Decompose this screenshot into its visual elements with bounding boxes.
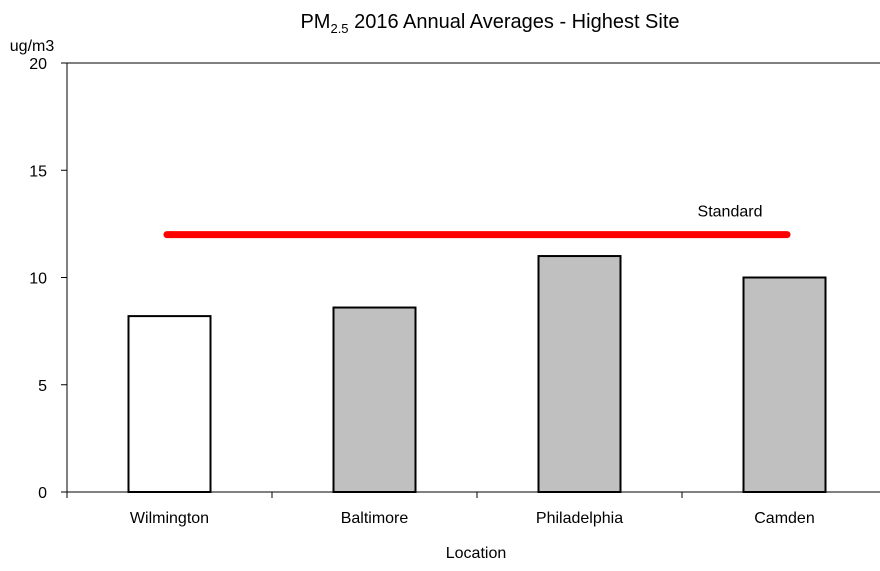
- chart-title-subscript: 2.5: [330, 21, 348, 36]
- x-tick-label: Wilmington: [130, 510, 209, 527]
- y-tick-label: 20: [29, 56, 47, 73]
- x-tick-label: Camden: [754, 510, 814, 527]
- standard-label: Standard: [698, 204, 763, 221]
- y-axis-label: ug/m3: [10, 38, 55, 55]
- x-tick-label: Philadelphia: [536, 510, 623, 527]
- chart-title: PM2.5 2016 Annual Averages - Highest Sit…: [300, 11, 679, 36]
- y-tick-label: 15: [29, 163, 47, 180]
- y-tick-label: 0: [38, 485, 47, 502]
- bar-philadelphia: [537, 255, 622, 493]
- y-tick-label: 5: [38, 378, 47, 395]
- y-tick-label: 10: [29, 271, 47, 288]
- bar-camden: [742, 276, 827, 493]
- bar-baltimore: [332, 306, 417, 493]
- x-tick-label: Baltimore: [341, 510, 409, 527]
- plot-area: 0 5 10 15 20 Wilmington Baltimore Philadelphia C…: [29, 56, 880, 527]
- x-axis-label: Location: [446, 545, 507, 562]
- bar-wilmington: [127, 315, 212, 493]
